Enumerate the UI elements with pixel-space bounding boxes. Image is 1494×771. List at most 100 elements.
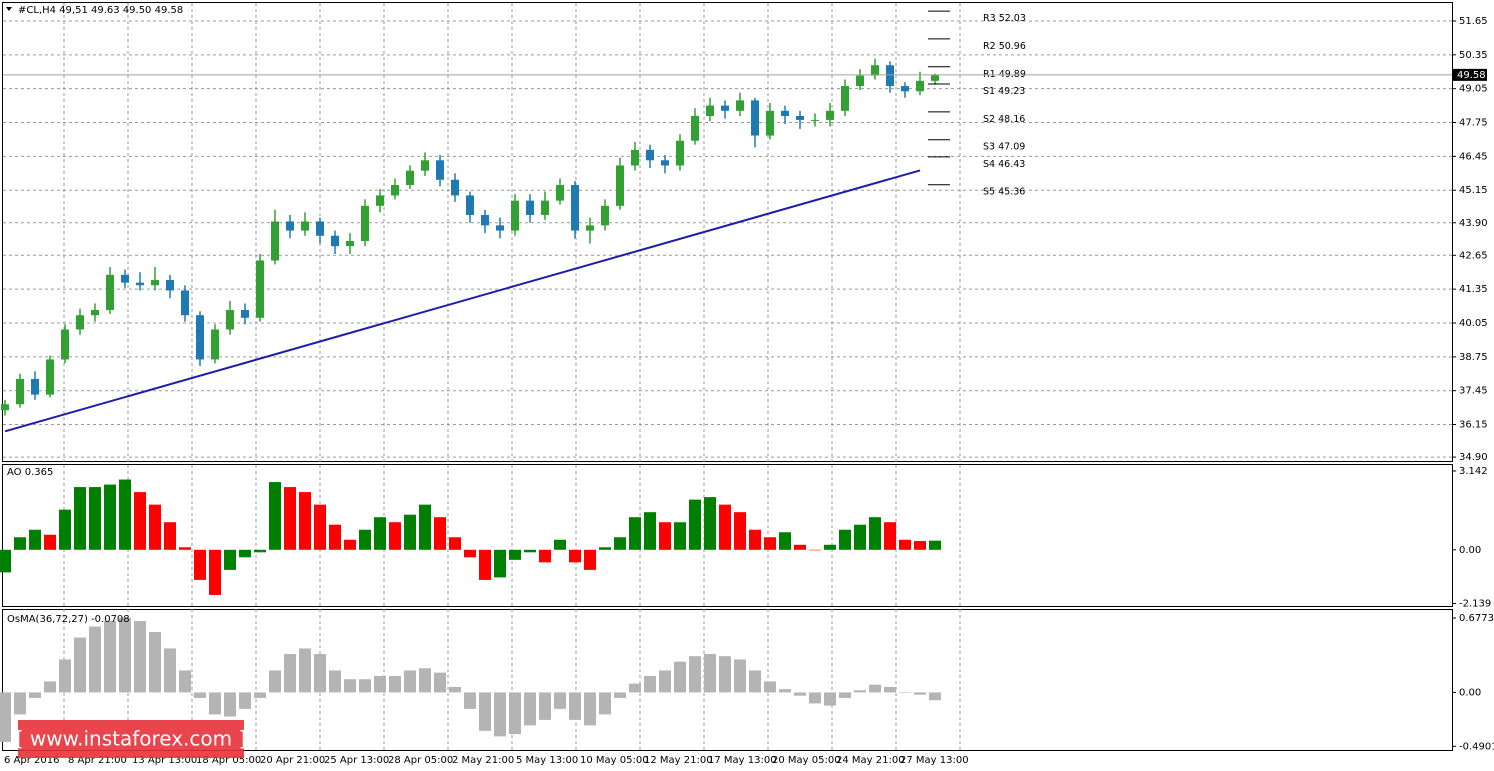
- histogram-bar: [149, 631, 161, 693]
- histogram-bar: [644, 512, 656, 550]
- histogram-bar: [734, 659, 746, 693]
- histogram-bar: [434, 672, 446, 693]
- pivot-value: 45.36: [998, 186, 1025, 197]
- x-tick-label: 6 Apr 2016: [4, 755, 59, 766]
- histogram-bar: [689, 656, 701, 693]
- histogram-bar: [374, 675, 386, 693]
- pivot-name: S3: [983, 141, 995, 152]
- histogram-bar: [929, 540, 941, 550]
- candle-body: [796, 116, 804, 120]
- x-tick-label: 25 Apr 13:00: [324, 755, 389, 766]
- candle-body: [826, 110, 834, 120]
- candle-body: [331, 235, 339, 247]
- pivot-value: 49.89: [999, 68, 1026, 79]
- histogram-bar: [719, 504, 731, 550]
- histogram-bar: [104, 620, 116, 693]
- histogram-bar: [284, 487, 296, 550]
- candle-body: [241, 309, 249, 318]
- histogram-bar: [134, 492, 146, 550]
- x-tick-label: 13 Apr 13:00: [132, 755, 197, 766]
- candle-body: [496, 225, 504, 231]
- histogram-bar: [869, 517, 881, 550]
- histogram-bar: [389, 675, 401, 693]
- candle-body: [286, 221, 294, 231]
- candle-body: [31, 378, 39, 395]
- histogram-bar: [584, 549, 596, 570]
- histogram-bar: [224, 549, 236, 570]
- x-tick-label: 17 May 13:00: [708, 755, 777, 766]
- histogram-bar: [644, 675, 656, 693]
- pivot-value: 48.16: [998, 113, 1025, 124]
- histogram-bar: [179, 670, 191, 693]
- pivot-name: S2: [983, 113, 995, 124]
- histogram-bar: [119, 617, 131, 693]
- candle-body: [721, 105, 729, 111]
- histogram-bar: [479, 692, 491, 731]
- pivot-label: S4 46.43: [983, 158, 1025, 169]
- histogram-bar: [119, 479, 131, 550]
- candle-body: [361, 205, 369, 241]
- histogram-bar: [899, 539, 911, 550]
- x-tick-label: 20 Apr 21:00: [260, 755, 325, 766]
- histogram-bar: [719, 656, 731, 693]
- histogram-bar: [854, 524, 866, 550]
- pivot-label: R2 50.96: [983, 40, 1026, 51]
- pivot-name: S4: [983, 158, 995, 169]
- osma-title: OsMA(36,72,27) -0.0708: [7, 614, 130, 625]
- x-tick-label: 24 May 21:00: [836, 755, 905, 766]
- histogram-bar: [89, 626, 101, 693]
- y-tick-label: 37.45: [1459, 386, 1488, 397]
- histogram-bar: [104, 484, 116, 550]
- histogram-bar: [239, 549, 251, 558]
- histogram-bar: [824, 544, 836, 550]
- histogram-bar: [509, 549, 521, 560]
- histogram-bar: [884, 522, 896, 550]
- candle-body: [571, 185, 579, 231]
- histogram-bar: [149, 504, 161, 550]
- candle-body: [556, 185, 564, 201]
- candle-body: [511, 200, 519, 231]
- histogram-bar: [854, 690, 866, 693]
- histogram-bar: [179, 547, 191, 550]
- histogram-bar: [359, 529, 371, 550]
- histogram-bar: [194, 692, 206, 698]
- candle-body: [1, 404, 9, 411]
- histogram-bar: [539, 692, 551, 720]
- histogram-bar: [614, 537, 626, 550]
- y-tick-label: 42.65: [1459, 250, 1488, 261]
- histogram-bar: [779, 689, 791, 693]
- price-label: 49.58: [1457, 70, 1486, 81]
- menu-arrow[interactable]: [6, 7, 12, 11]
- histogram-bar: [809, 549, 821, 551]
- pivot-label: S1 49.23: [983, 85, 1025, 96]
- histogram-bar: [554, 539, 566, 550]
- candle-body: [436, 160, 444, 180]
- histogram-bar: [209, 549, 221, 595]
- histogram-bar: [599, 692, 611, 715]
- y-tick-label: 51.65: [1459, 16, 1488, 27]
- histogram-bar: [209, 692, 221, 715]
- candle-body: [421, 160, 429, 171]
- histogram-bar: [359, 679, 371, 693]
- watermark: [ www.instaforex.com ]: [16, 727, 247, 751]
- histogram-bar: [524, 692, 536, 726]
- pivot-label: S5 45.36: [983, 186, 1025, 197]
- histogram-bar: [404, 514, 416, 550]
- histogram-bar: [389, 522, 401, 550]
- candle-body: [811, 119, 819, 121]
- watermark-box: [18, 720, 244, 758]
- histogram-bar: [464, 692, 476, 709]
- histogram-bar: [689, 499, 701, 550]
- histogram-bar: [584, 692, 596, 726]
- x-tick-label: 28 Apr 05:00: [388, 755, 453, 766]
- histogram-bar: [704, 497, 716, 550]
- candle-body: [541, 200, 549, 215]
- candle-body: [526, 200, 534, 215]
- candle-body: [481, 214, 489, 226]
- histogram-bar: [0, 692, 11, 742]
- candle-body: [661, 160, 669, 166]
- osma-panel: [2, 609, 1453, 751]
- candle-body: [46, 359, 54, 395]
- candle-body: [16, 378, 24, 405]
